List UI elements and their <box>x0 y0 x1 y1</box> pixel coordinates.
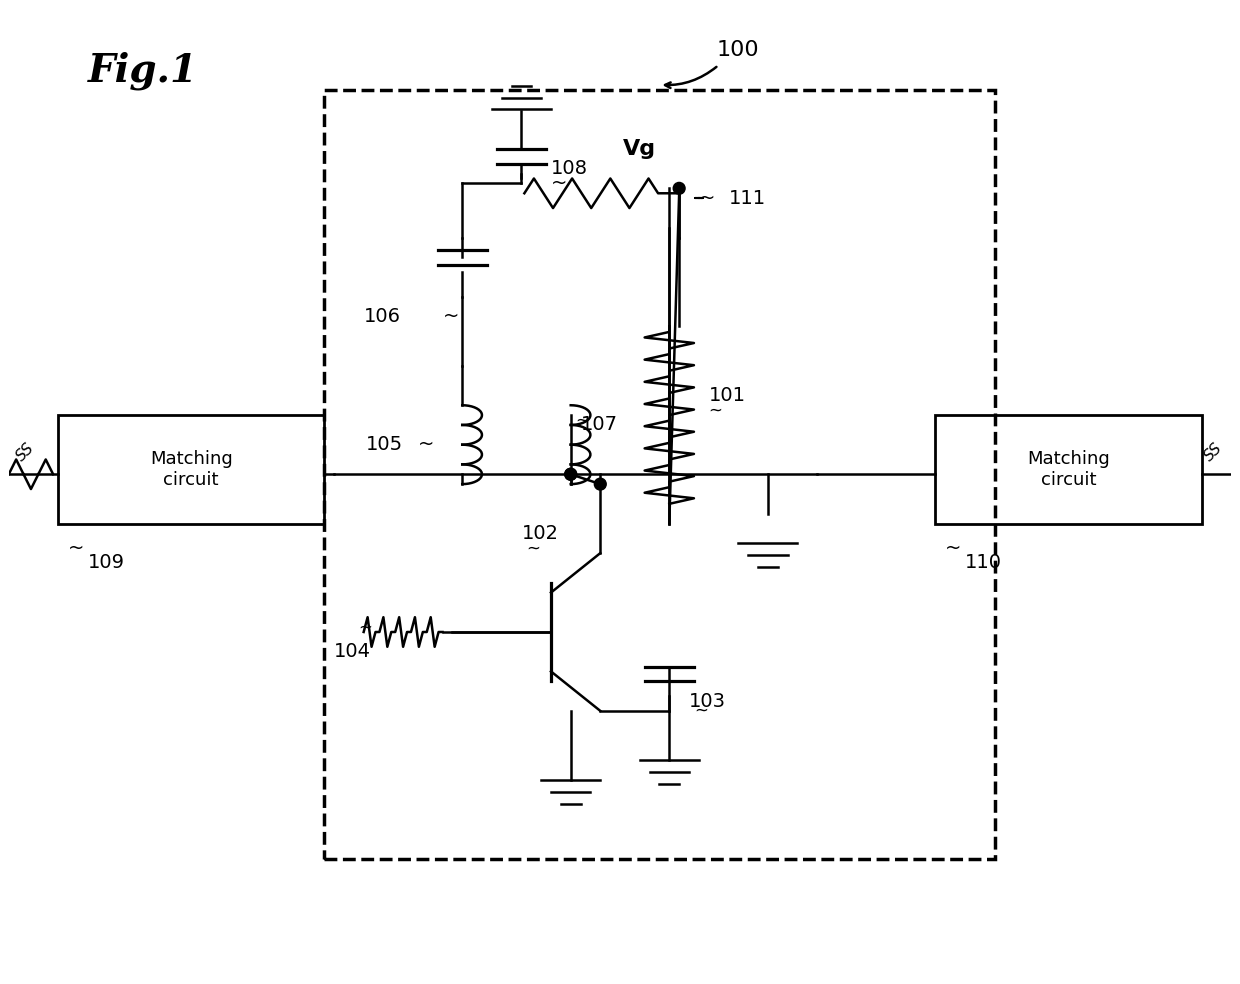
Text: 101: 101 <box>709 386 745 404</box>
Bar <box>935 415 1202 523</box>
Text: Fig.1: Fig.1 <box>88 51 197 90</box>
Text: 104: 104 <box>334 643 371 661</box>
Text: ~: ~ <box>709 401 723 419</box>
Text: 103: 103 <box>689 692 725 710</box>
Bar <box>324 90 994 859</box>
Text: SS: SS <box>14 441 37 464</box>
Text: ~: ~ <box>575 411 590 429</box>
Circle shape <box>564 468 577 480</box>
Circle shape <box>673 182 684 194</box>
Text: 107: 107 <box>580 415 618 435</box>
Text: ~: ~ <box>443 307 459 326</box>
Text: ~: ~ <box>358 618 373 636</box>
Text: 109: 109 <box>88 553 125 573</box>
Text: ~: ~ <box>699 189 715 208</box>
Text: ~: ~ <box>418 435 434 455</box>
Text: ~: ~ <box>68 538 84 558</box>
Text: SS: SS <box>1202 441 1225 464</box>
Text: 102: 102 <box>521 523 558 543</box>
Text: 100: 100 <box>717 40 760 60</box>
Text: ~: ~ <box>551 174 568 193</box>
Bar <box>58 415 324 523</box>
Text: Vg: Vg <box>624 139 656 158</box>
Text: ~: ~ <box>945 538 962 558</box>
Text: 105: 105 <box>366 435 403 455</box>
Text: Matching
circuit: Matching circuit <box>150 450 233 489</box>
Text: ~: ~ <box>694 702 708 720</box>
Text: 106: 106 <box>363 307 401 326</box>
Circle shape <box>594 478 606 490</box>
Text: 108: 108 <box>551 159 588 178</box>
Circle shape <box>564 468 577 480</box>
Text: 110: 110 <box>965 553 1002 573</box>
Text: 111: 111 <box>728 189 765 208</box>
Text: ~: ~ <box>526 539 541 557</box>
Text: Matching
circuit: Matching circuit <box>1027 450 1110 489</box>
